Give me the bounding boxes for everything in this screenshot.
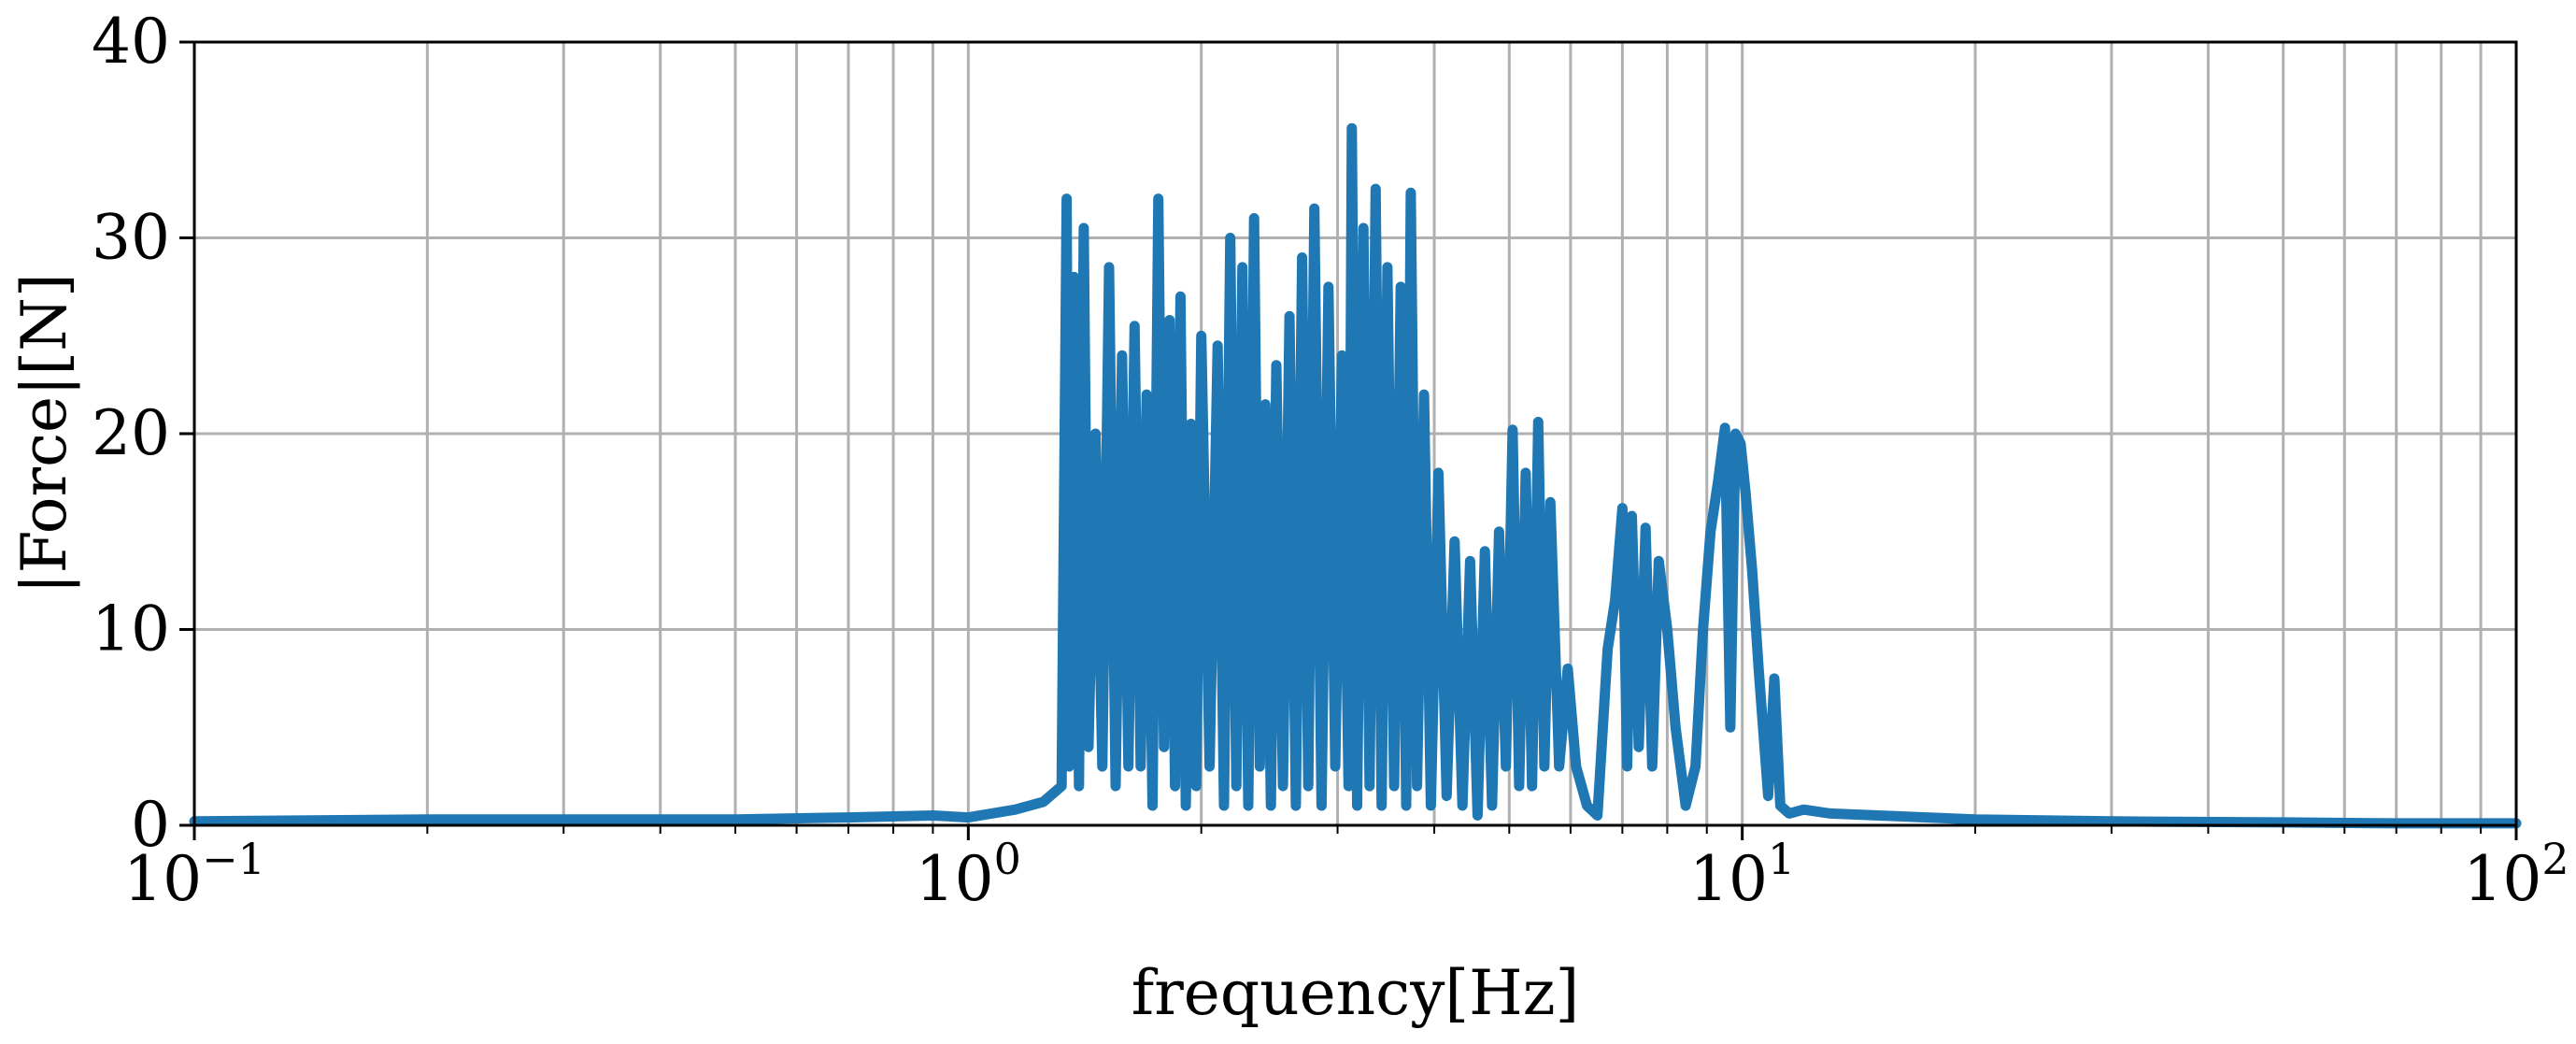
x-tick-label: 100	[916, 834, 1021, 915]
y-tick-label: 0	[131, 789, 170, 861]
y-tick-label: 40	[92, 6, 170, 78]
y-ticks: 0 10 20 30 40	[92, 6, 194, 861]
y-tick-label: 20	[92, 397, 170, 469]
y-axis-label: |Force|[N]	[8, 273, 80, 594]
y-tick-label: 30	[92, 202, 170, 274]
x-ticks: 10−1 100 101 102	[123, 825, 2569, 915]
series-layer	[189, 122, 2522, 829]
x-axis-label: frequency[Hz]	[1131, 957, 1579, 1029]
x-tick-label: 102	[2463, 834, 2569, 915]
x-tick-label: 101	[1689, 834, 1795, 915]
series-line	[189, 122, 2522, 829]
x-tick-label: 10−1	[123, 834, 265, 915]
y-tick-label: 10	[92, 594, 170, 665]
